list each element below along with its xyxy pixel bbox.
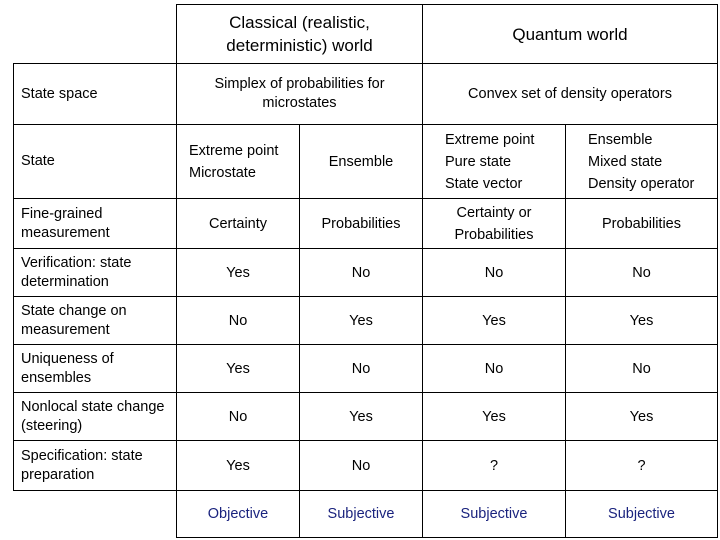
cell-line: Mixed state [588, 153, 663, 170]
cell-value: Certainty [176, 198, 300, 249]
cell-value: No [422, 344, 566, 393]
cell-value: Yes [422, 296, 566, 345]
row-label-nonlocal: Nonlocal state change (steering) [13, 392, 177, 441]
cell-value: No [299, 344, 423, 393]
empty-corner [14, 5, 177, 64]
cell-value: No [565, 248, 718, 297]
cell-classical-ensemble: Ensemble [299, 124, 423, 199]
cell-line: Pure state [445, 153, 512, 170]
row-label-verification: Verification: state determination [13, 248, 177, 297]
footer-value: Subjective [565, 490, 718, 538]
row-label-state: State [13, 124, 177, 199]
cell-value: No [299, 248, 423, 297]
header-classical: Classical (realistic, deterministic) wor… [176, 4, 423, 64]
cell-value: No [422, 248, 566, 297]
cell-value: Yes [565, 296, 718, 345]
cell-value: ? [565, 440, 718, 491]
cell-value: ? [422, 440, 566, 491]
footer-value: Subjective [299, 490, 423, 538]
cell-line: Microstate [189, 164, 256, 181]
cell-line: State vector [445, 175, 523, 192]
row-label-fine-grained: Fine-grained measurement [13, 198, 177, 249]
cell-line: Density operator [588, 175, 695, 192]
cell-value: Yes [299, 296, 423, 345]
cell-value: No [176, 392, 300, 441]
cell-value: Yes [422, 392, 566, 441]
cell-classical-state-space: Simplex of probabilities for microstates [176, 63, 423, 125]
cell-value: No [299, 440, 423, 491]
cell-quantum-extreme: Extreme point Pure state State vector [422, 124, 566, 199]
cell-value: No [176, 296, 300, 345]
row-label-state-space: State space [13, 63, 177, 125]
comparison-table: Classical (realistic, deterministic) wor… [13, 4, 718, 538]
footer-value: Subjective [422, 490, 566, 538]
cell-line: Extreme point [445, 131, 535, 148]
cell-value: Yes [299, 392, 423, 441]
cell-quantum-ensemble: Ensemble Mixed state Density operator [565, 124, 718, 199]
cell-value: Yes [565, 392, 718, 441]
footer-value: Objective [176, 490, 300, 538]
row-label-specification: Specification: state preparation [13, 440, 177, 491]
row-label-uniqueness: Uniqueness of ensembles [13, 344, 177, 393]
cell-line: Ensemble [588, 131, 653, 148]
empty-footer-cell [14, 491, 177, 538]
cell-value: Yes [176, 344, 300, 393]
cell-line: Extreme point [189, 142, 279, 159]
cell-quantum-state-space: Convex set of density operators [422, 63, 718, 125]
cell-value: No [565, 344, 718, 393]
header-quantum: Quantum world [422, 4, 718, 64]
cell-value: Probabilities [299, 198, 423, 249]
cell-value: Probabilities [565, 198, 718, 249]
cell-value: Yes [176, 248, 300, 297]
cell-classical-extreme: Extreme point Microstate [176, 124, 300, 199]
cell-value: Yes [176, 440, 300, 491]
cell-value: Certainty or Probabilities [422, 198, 566, 249]
row-label-state-change: State change on measurement [13, 296, 177, 345]
